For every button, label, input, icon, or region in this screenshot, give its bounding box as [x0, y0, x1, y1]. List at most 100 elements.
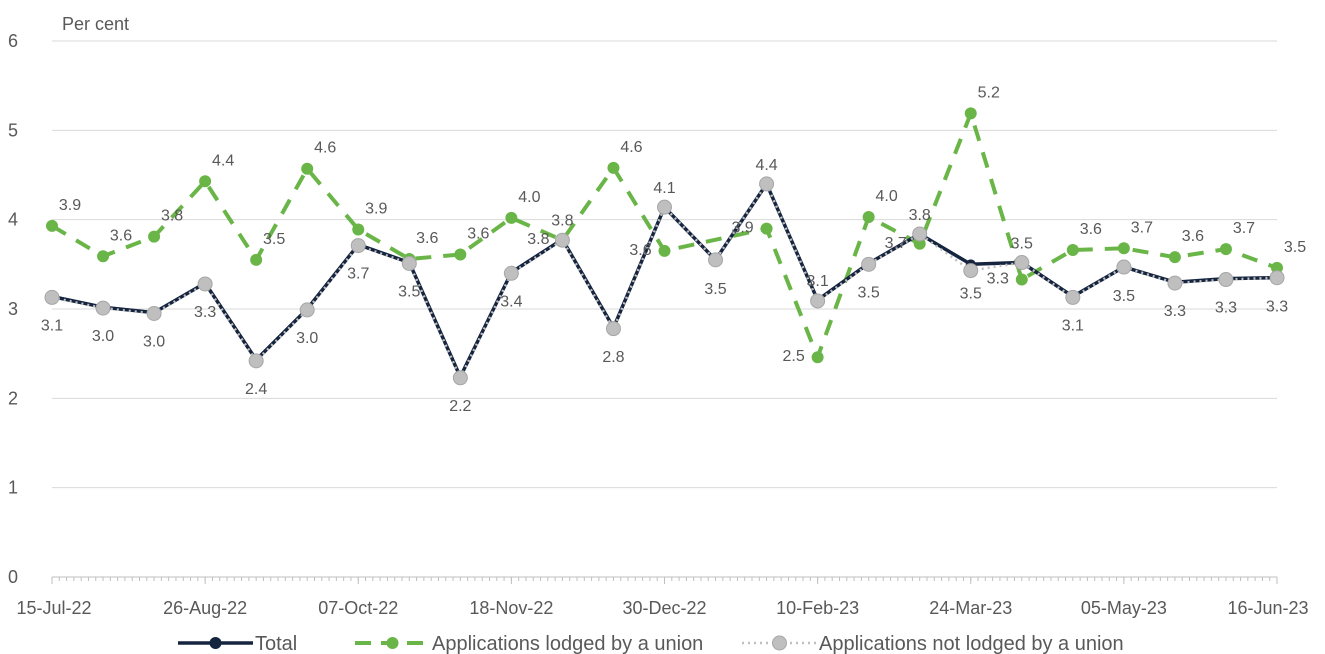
point-non-union	[861, 256, 877, 272]
point-non-union	[1167, 275, 1183, 291]
x-tick-label: 26-Aug-22	[163, 598, 247, 618]
legend: Total Applications lodged by a union Appli…	[178, 633, 1124, 654]
y-tick-label: 4	[8, 210, 18, 230]
union-data-label: 3.6	[1182, 228, 1204, 245]
y-tick-label: 5	[8, 120, 18, 140]
total-data-label: 3.3	[1215, 300, 1237, 317]
point-union	[301, 162, 314, 175]
y-tick-label: 0	[8, 567, 18, 587]
union-data-label: 4.4	[212, 152, 234, 169]
total-data-label: 2.2	[449, 398, 471, 415]
gridlines	[52, 40, 1277, 489]
total-data-label: 3.5	[1011, 236, 1033, 253]
point-union	[1066, 244, 1079, 257]
total-data-label: 2.8	[602, 349, 624, 366]
x-tick-label: 30-Dec-22	[622, 598, 706, 618]
total-data-label: 3.5	[1113, 288, 1135, 305]
x-tick-label: 24-Mar-23	[929, 598, 1012, 618]
union-data-label: 3.5	[1284, 239, 1306, 256]
legend-label: Applications not lodged by a union	[819, 633, 1124, 654]
point-union	[1117, 242, 1130, 255]
point-union	[862, 210, 875, 223]
legend-marker	[772, 635, 787, 651]
y-tick-label: 3	[8, 299, 18, 319]
x-tick-label: 07-Oct-22	[318, 598, 398, 618]
union-data-label: 3.5	[263, 231, 285, 248]
point-union	[1168, 251, 1181, 264]
union-data-label: 3.3	[987, 271, 1009, 288]
point-non-union	[299, 302, 315, 318]
union-data-label: 4.6	[620, 139, 642, 156]
union-data-label: 4.0	[518, 189, 540, 206]
point-union	[148, 230, 161, 243]
y-unit-label: Per cent	[62, 14, 129, 34]
point-union	[1015, 273, 1028, 286]
union-data-label: 4.6	[314, 140, 336, 157]
union-data-label: 3.7	[885, 235, 907, 252]
union-data-label: 5.2	[978, 84, 1000, 101]
total-data-label: 3.1	[41, 317, 63, 334]
total-data-label: 3.5	[858, 284, 880, 301]
legend-marker	[386, 637, 399, 649]
total-data-label: 3.4	[500, 293, 522, 310]
point-non-union	[401, 255, 417, 271]
legend-marker	[209, 637, 222, 649]
point-non-union	[452, 370, 468, 386]
point-non-union	[1218, 272, 1234, 288]
point-non-union	[248, 353, 264, 369]
total-data-label: 3.0	[143, 334, 165, 351]
point-non-union	[1014, 255, 1030, 271]
legend-label: Total	[255, 633, 297, 654]
point-union	[46, 219, 58, 232]
point-union	[964, 107, 977, 120]
x-tick-label: 10-Feb-23	[776, 598, 859, 618]
total-data-label: 4.1	[653, 180, 675, 197]
point-union	[505, 211, 518, 224]
point-non-union	[1065, 289, 1081, 305]
point-non-union	[350, 238, 366, 254]
total-data-label: 3.3	[1164, 303, 1186, 320]
point-non-union	[146, 305, 162, 321]
point-union	[454, 248, 467, 261]
legend-label: Applications lodged by a union	[432, 633, 703, 654]
point-union	[760, 222, 773, 235]
union-data-label: 2.5	[783, 348, 805, 365]
data-labels: 3.1 3.0 3.0 3.3 2.4 3.0 3.7 3.5 2.2 3.4 3.8 2.8 4.1 3…	[41, 84, 1306, 415]
point-non-union	[657, 199, 672, 215]
total-data-label: 3.3	[194, 304, 216, 321]
series-markers	[44, 107, 1285, 386]
union-data-label: 3.9	[365, 200, 387, 217]
total-data-label: 3.8	[909, 207, 931, 224]
point-non-union	[963, 263, 979, 279]
y-tick-label: 1	[8, 478, 18, 498]
point-union	[811, 351, 824, 364]
point-non-union	[912, 226, 928, 242]
point-non-union	[1269, 270, 1285, 286]
point-non-union	[95, 300, 111, 316]
y-tick-label: 6	[8, 31, 18, 51]
x-tick-label: 15-Jul-22	[16, 598, 91, 618]
union-data-label: 3.6	[110, 227, 132, 244]
point-non-union	[44, 289, 60, 305]
point-union	[607, 161, 620, 174]
union-data-label: 3.9	[731, 220, 753, 237]
point-non-union	[810, 293, 826, 309]
union-data-label: 3.8	[161, 208, 183, 225]
total-data-label: 3.1	[1062, 317, 1084, 334]
union-data-label: 4.0	[876, 188, 898, 205]
total-data-label: 3.7	[347, 266, 369, 283]
y-axis-ticks: 0 1 2 3 4 5 6	[8, 31, 18, 587]
point-union	[352, 223, 365, 236]
total-data-label: 2.4	[245, 381, 267, 398]
point-union	[97, 250, 110, 263]
union-data-label: 3.7	[1131, 219, 1153, 236]
total-data-label: 3.1	[807, 273, 829, 290]
total-data-label: 3.8	[551, 212, 573, 229]
y-tick-label: 2	[8, 388, 18, 408]
x-tick-label: 05-May-23	[1081, 598, 1167, 618]
point-non-union	[605, 321, 621, 337]
total-data-label: 3.5	[960, 285, 982, 302]
total-data-label: 3.3	[1266, 299, 1288, 316]
union-data-label: 3.6	[467, 226, 489, 243]
